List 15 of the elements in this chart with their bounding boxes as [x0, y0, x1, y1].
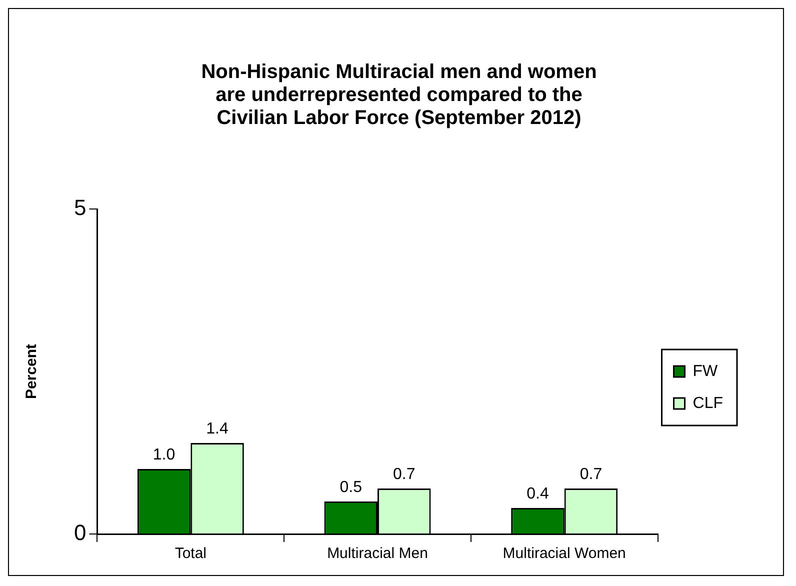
x-tick-label: Multiracial Women [502, 545, 626, 562]
y-tick-label: 0 [74, 520, 86, 546]
data-label: 1.0 [152, 446, 176, 464]
data-label: 0.4 [526, 485, 549, 502]
chart-title: Non-Hispanic Multiracial men and women are underrepresented compared to the Civilian Labor Force (September 2012) [200, 61, 598, 130]
legend-label: FW [692, 362, 719, 380]
data-label: 0.5 [340, 478, 362, 496]
legend-label: CLF [692, 394, 724, 412]
x-tick-label: Total [174, 545, 206, 562]
y-axis-title: Percent [23, 344, 40, 400]
x-tick-label: Multiracial Men [327, 545, 428, 562]
y-tick-label: 5 [74, 195, 86, 220]
data-label: 0.7 [580, 466, 602, 483]
data-label: 1.4 [206, 420, 229, 438]
data-label: 0.7 [393, 466, 416, 483]
